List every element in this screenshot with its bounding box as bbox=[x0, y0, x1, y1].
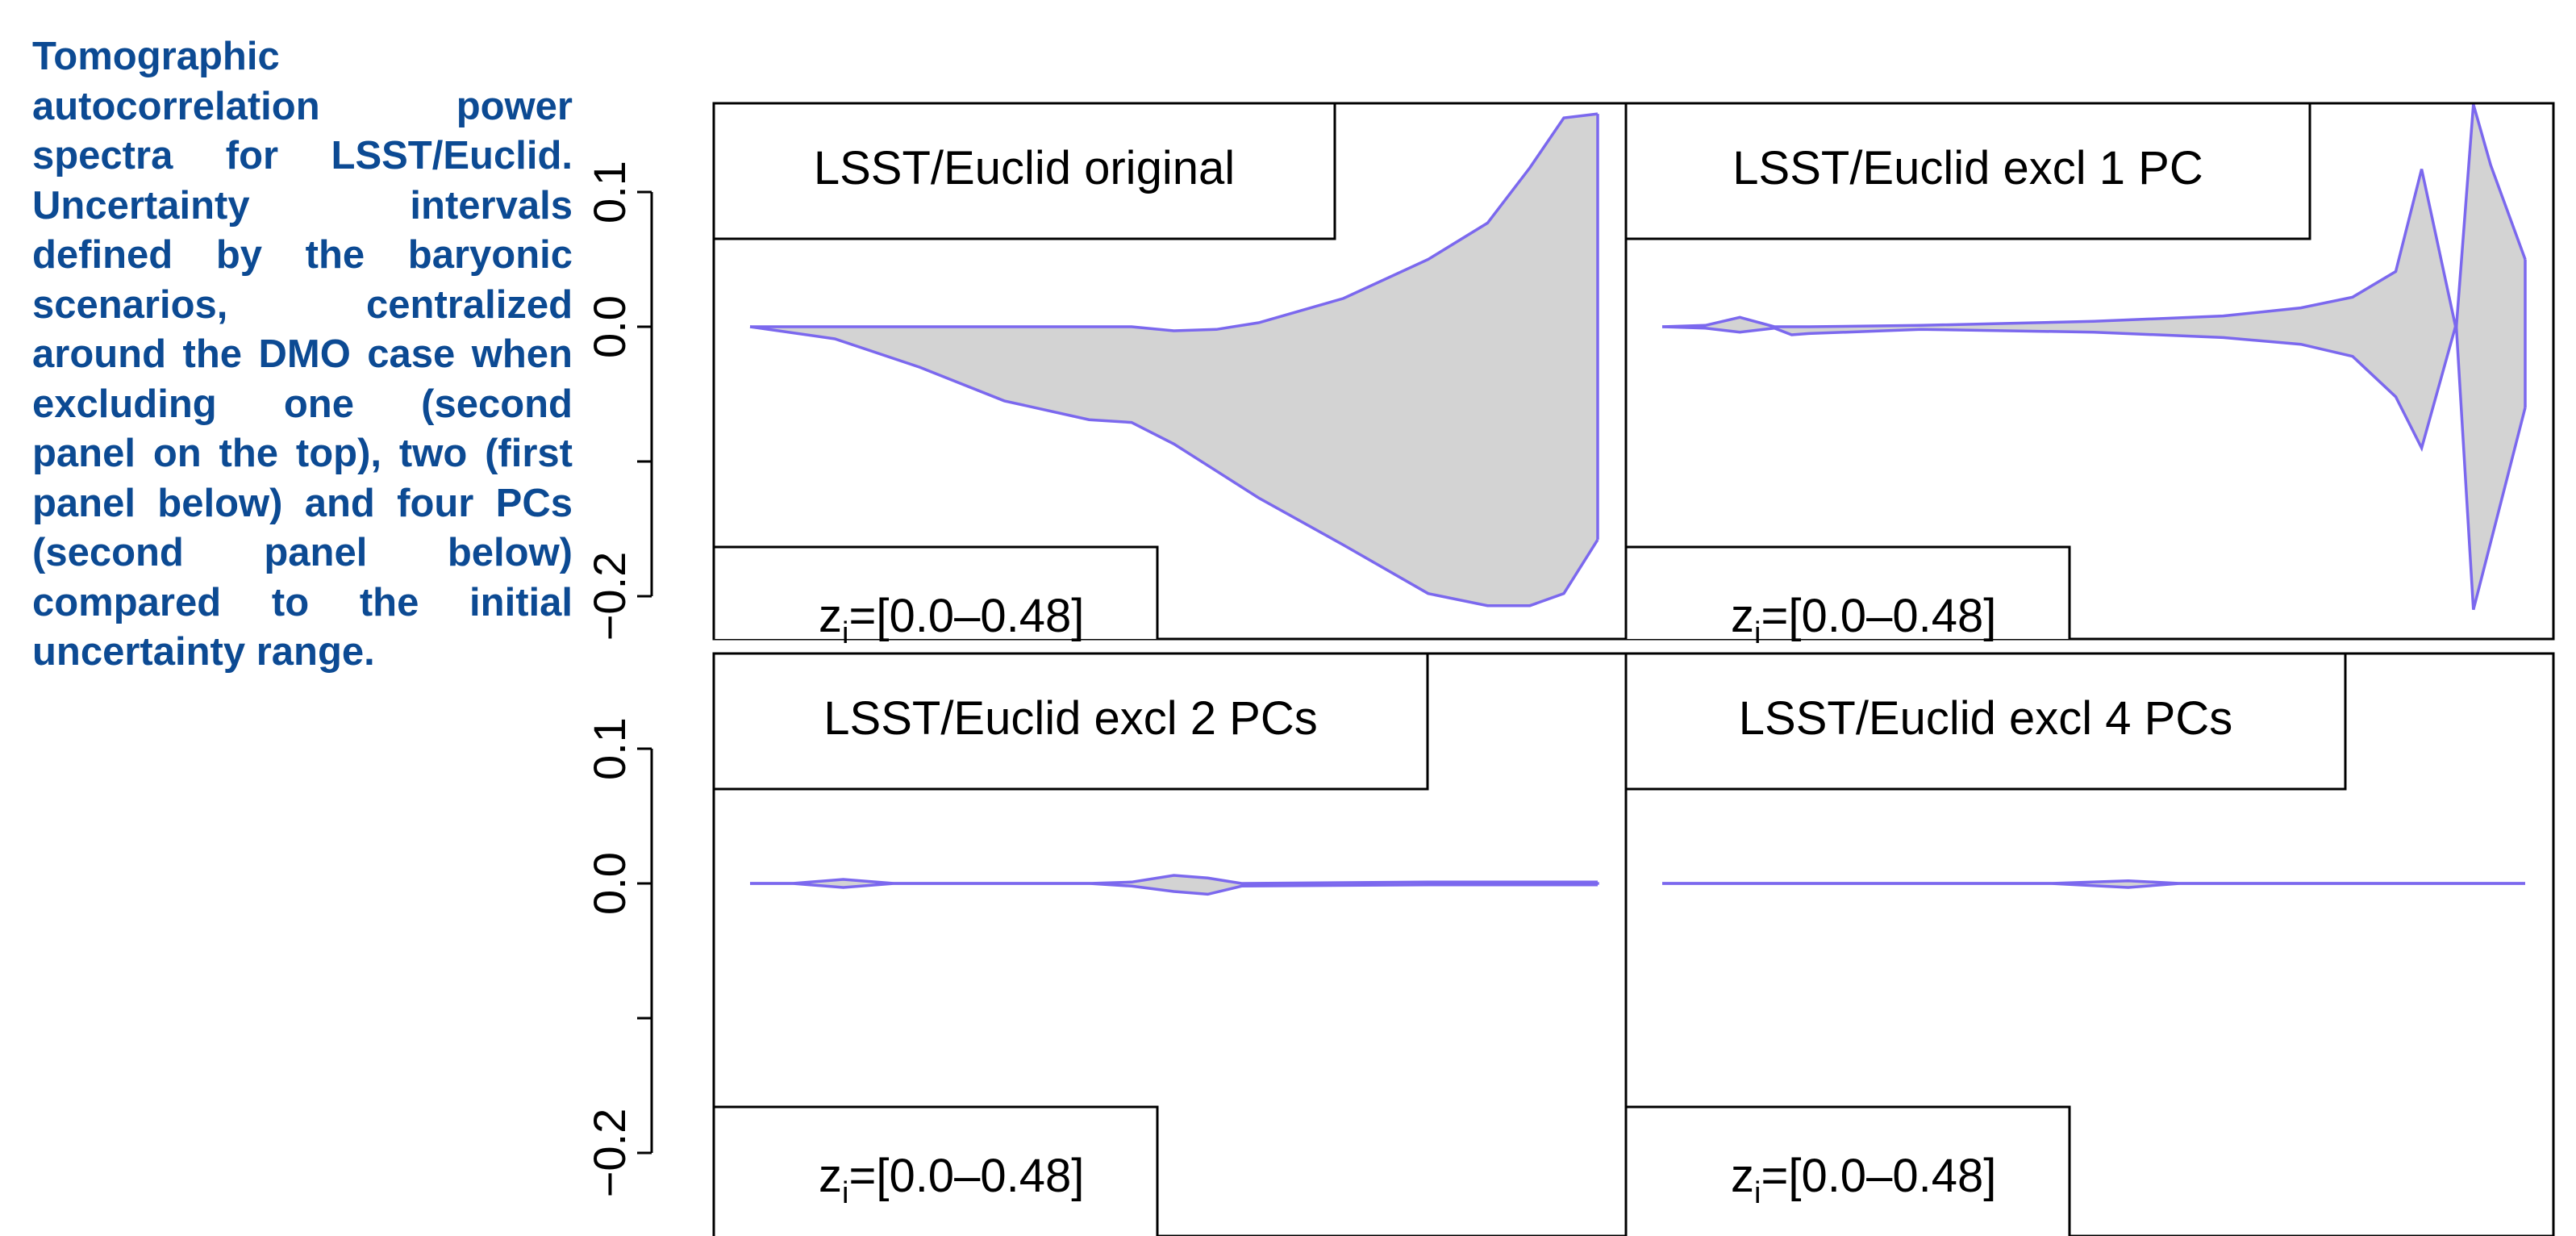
redshift-box: zi=[0.0–0.48] bbox=[714, 545, 1159, 650]
title-box-frame bbox=[712, 102, 1336, 240]
y-axes: −0.2 0.0 0.1 −0.2 0.0 0.1 bbox=[584, 161, 653, 1198]
y-axis-row-2: −0.2 0.0 0.1 bbox=[584, 717, 653, 1198]
title-box-frame bbox=[1624, 652, 2347, 791]
tomographic-spectra-figure: −0.2 0.0 0.1 −0.2 0.0 0.1 LSST/Euclid origina… bbox=[584, 102, 2555, 1236]
panel-4: LSST/Euclid excl 4 PCs zi=[0.0–0.48] bbox=[1624, 652, 2555, 1236]
y-tick-label: −0.2 bbox=[584, 552, 635, 641]
figure-caption: Tomographic autocorrelation power spectr… bbox=[32, 35, 573, 674]
lower-bound-line bbox=[750, 882, 1598, 896]
redshift-label: zi=[0.0–0.48] bbox=[819, 1150, 1084, 1210]
lower-bound-line bbox=[749, 325, 1599, 608]
uncertainty-band bbox=[750, 875, 1598, 895]
panel-title: LSST/Euclid excl 4 PCs bbox=[1739, 692, 2232, 745]
redshift-box-frame bbox=[1626, 545, 2071, 639]
panel-title-box: LSST/Euclid excl 1 PC bbox=[1624, 102, 2311, 240]
panel-title-box: LSST/Euclid original bbox=[712, 102, 1336, 240]
redshift-box-frame bbox=[1626, 1105, 2071, 1236]
lower-bound-line bbox=[1661, 324, 2527, 611]
y-tick-label: 0.0 bbox=[584, 852, 635, 915]
panel-3: LSST/Euclid excl 2 PCs zi=[0.0–0.48] bbox=[712, 652, 1628, 1236]
panel-1: LSST/Euclid original zi=[0.0–0.48] bbox=[712, 102, 1628, 650]
redshift-label: zi=[0.0–0.48] bbox=[819, 590, 1084, 650]
redshift-box-frame bbox=[714, 545, 1159, 639]
panel-title-box: LSST/Euclid excl 2 PCs bbox=[712, 652, 1429, 791]
y-axis-row-1: −0.2 0.0 0.1 bbox=[584, 161, 653, 641]
panel-title: LSST/Euclid excl 1 PC bbox=[1732, 142, 2203, 194]
uncertainty-band bbox=[750, 114, 1598, 606]
title-box-frame bbox=[712, 652, 1429, 791]
redshift-label: zi=[0.0–0.48] bbox=[1731, 590, 1996, 650]
redshift-box: zi=[0.0–0.48] bbox=[1626, 1105, 2071, 1236]
redshift-box: zi=[0.0–0.48] bbox=[714, 1105, 1159, 1236]
upper-bound-line bbox=[750, 112, 1599, 332]
y-tick-label: 0.0 bbox=[584, 295, 635, 358]
panel-title-box: LSST/Euclid excl 4 PCs bbox=[1624, 652, 2347, 791]
upper-bound-line bbox=[750, 874, 1598, 885]
panel-title: LSST/Euclid original bbox=[814, 142, 1235, 194]
lower-bound-line bbox=[1662, 882, 2525, 889]
title-box-frame bbox=[1624, 102, 2311, 240]
y-tick-label: 0.1 bbox=[584, 161, 635, 223]
redshift-label: zi=[0.0–0.48] bbox=[1731, 1150, 1996, 1210]
upper-bound-line bbox=[1661, 103, 2527, 330]
y-tick-label: 0.1 bbox=[584, 717, 635, 780]
y-tick-label: −0.2 bbox=[584, 1109, 635, 1198]
panel-2: LSST/Euclid excl 1 PC zi=[0.0–0.48] bbox=[1624, 102, 2555, 650]
chart-panels: LSST/Euclid originalzi=[0.0–0.48]LSST/Eu… bbox=[712, 102, 2555, 1236]
redshift-box: zi=[0.0–0.48] bbox=[1626, 545, 2071, 650]
uncertainty-band bbox=[1662, 880, 2525, 887]
redshift-box-frame bbox=[714, 1105, 1159, 1236]
panel-title: LSST/Euclid excl 2 PCs bbox=[823, 692, 1317, 745]
